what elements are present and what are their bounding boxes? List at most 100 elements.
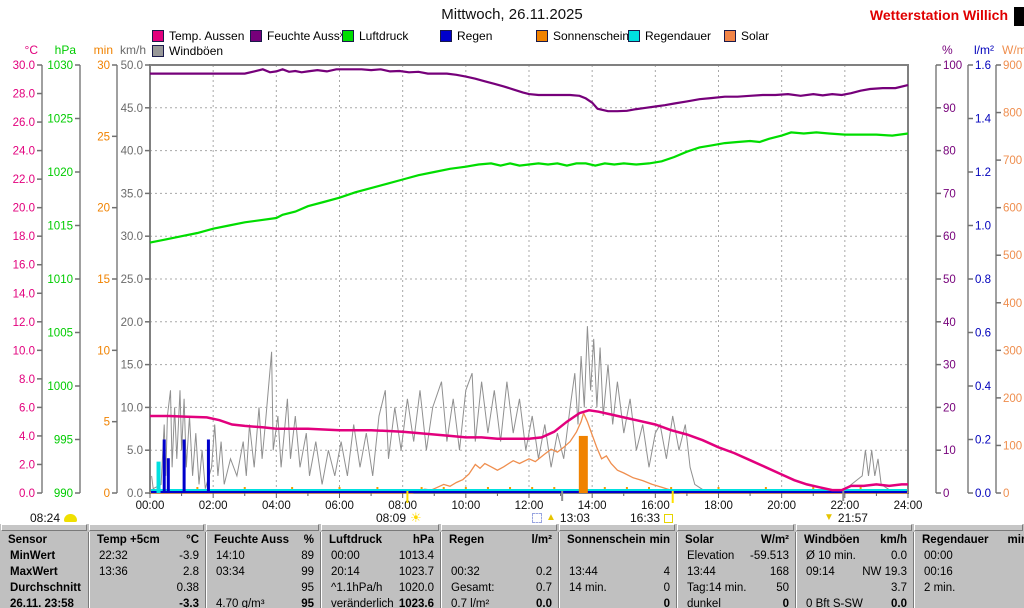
moonrise-marker-label: ▲ 13:03 (532, 511, 590, 525)
svg-text:990: 990 (54, 488, 73, 500)
sunshine-zero-dot (338, 487, 341, 489)
legend-item-temp-aussen: Temp. Aussen (152, 29, 244, 43)
cell-value: 89 (301, 550, 314, 562)
axis-Wm: 0 100 200 300 400 500 600 700 800 900 W/m² (995, 43, 1024, 500)
svg-text:1025: 1025 (47, 114, 73, 126)
cell-value: 0.2 (536, 566, 552, 578)
svg-text:0.0: 0.0 (127, 488, 143, 500)
svg-text:35.0: 35.0 (121, 188, 143, 200)
sunrise-time-text: 08:09 (376, 511, 407, 525)
svg-text:14:00: 14:00 (578, 500, 607, 512)
bar-regen (162, 439, 166, 493)
svg-text:1.2: 1.2 (975, 167, 991, 179)
sunshine-zero-dot (859, 487, 862, 489)
column-header: Luftdruck hPa (321, 532, 441, 548)
plot-border (149, 64, 909, 494)
column-header: Sonnenschein min (559, 532, 677, 548)
svg-text:1010: 1010 (47, 274, 73, 286)
sunshine-zero-dot (291, 487, 294, 489)
table-column-solar: Solar W/m² Elevation -59.513 13:44 168 Tag:14 … (676, 532, 796, 608)
cell-label: 26.11. 23:58 (10, 598, 74, 608)
table-column-sonnenschein: Sonnenschein min 13:44 4 14 min. 0 0 (558, 532, 677, 608)
table-row (559, 548, 677, 564)
table-row: 0.7 l/m² 0.0 (441, 596, 559, 608)
svg-text:0.0: 0.0 (975, 488, 991, 500)
cell-value: 4 (663, 566, 670, 578)
sunshine-zero-dot (648, 487, 651, 489)
sunshine-zero-dot (376, 487, 379, 489)
svg-text:24.0: 24.0 (13, 146, 35, 158)
cell-label: 14 min. (569, 582, 607, 594)
cell-label: Durchschnitt (10, 582, 81, 594)
cell-label: dunkel (687, 598, 721, 608)
table-row: Durchschnitt (0, 580, 88, 596)
table-row: 95 (206, 580, 321, 596)
cell-label: Elevation (687, 550, 735, 562)
bar-regen (182, 439, 186, 493)
svg-text:24:00: 24:00 (894, 500, 923, 512)
sunshine-zero-dot (531, 487, 534, 489)
svg-text:1000: 1000 (47, 381, 73, 393)
sunset-square-icon (664, 513, 674, 523)
cell-value: 95 (301, 582, 314, 594)
table-column-sensor: Sensor MinWert MaxWert Durchschnitt 26.11. 2… (0, 532, 88, 608)
svg-text:04:00: 04:00 (262, 500, 291, 512)
column-header-label: Regendauer (922, 534, 989, 546)
svg-text:45.0: 45.0 (121, 103, 143, 115)
svg-text:40.0: 40.0 (121, 146, 143, 158)
cell-label: Gesamt: (451, 582, 495, 594)
table-top-strip (206, 524, 319, 531)
svg-text:70: 70 (943, 188, 956, 200)
cell-label: 22:32 (99, 550, 128, 562)
cell-label: 0 Bft S-SW (806, 598, 863, 608)
sunshine-zero-dot (670, 487, 673, 489)
cell-label: 20:14 (331, 566, 360, 578)
cell-value: -3.3 (179, 598, 199, 608)
svg-text:900: 900 (1003, 60, 1022, 72)
moonset-arrow-icon: ▼ (824, 512, 834, 523)
svg-text:30: 30 (943, 360, 956, 372)
cell-label: 13:36 (99, 566, 128, 578)
svg-text:0.2: 0.2 (975, 435, 991, 447)
table-row: Elevation -59.513 (677, 548, 796, 564)
table-row: 00:32 0.2 (441, 564, 559, 580)
svg-text:18:00: 18:00 (704, 500, 733, 512)
svg-text:100: 100 (943, 60, 962, 72)
weather-chart: 0.0 2.0 4.0 6.0 8.0 10.0 12.0 14.0 16.0 18.0 20.0 2… (13, 43, 1024, 512)
table-top-strip (89, 524, 204, 531)
svg-text:°C: °C (25, 43, 39, 57)
cell-value: 50 (776, 582, 789, 594)
svg-text:1015: 1015 (47, 221, 73, 233)
table-row (441, 548, 559, 564)
column-header-unit: min (1007, 534, 1024, 546)
sunshine-zero-dot (464, 487, 467, 489)
column-header-label: Windböen (804, 534, 860, 546)
column-header-unit: min (649, 534, 670, 546)
cell-label: Ø 10 min. (806, 550, 856, 562)
axis-hPa: 990 995 1000 1005 1010 1015 1020 1025 1030 hPa (47, 43, 81, 500)
svg-text:10: 10 (943, 445, 956, 457)
moonset-marker-label: ▼ 21:57 (824, 511, 868, 525)
cell-value: 99 (301, 566, 314, 578)
svg-text:0.8: 0.8 (975, 274, 991, 286)
svg-text:10: 10 (97, 345, 110, 357)
column-header-label: Solar (685, 534, 714, 546)
svg-text:30.0: 30.0 (13, 60, 35, 72)
cell-value: 95 (301, 598, 314, 608)
moonset-time-text: 21:57 (837, 511, 868, 525)
svg-text:600: 600 (1003, 203, 1022, 215)
svg-text:30: 30 (97, 60, 110, 72)
column-header-label: Regen (449, 534, 485, 546)
table-row: Tag:14 min. 50 (677, 580, 796, 596)
legend-label-luftdruck: Luftdruck (359, 29, 409, 43)
moonrise-time-text: 13:03 (559, 511, 590, 525)
bar-regen (166, 458, 170, 493)
svg-text:W/m²: W/m² (1002, 43, 1024, 57)
cell-label: Tag:14 min. (687, 582, 747, 594)
cell-value: 0 (663, 582, 670, 594)
legend-swatch-regendauer (628, 30, 640, 42)
svg-text:50.0: 50.0 (121, 60, 143, 72)
cell-value: NW 19.3 (862, 566, 907, 578)
column-header: Windböen km/h (796, 532, 914, 548)
